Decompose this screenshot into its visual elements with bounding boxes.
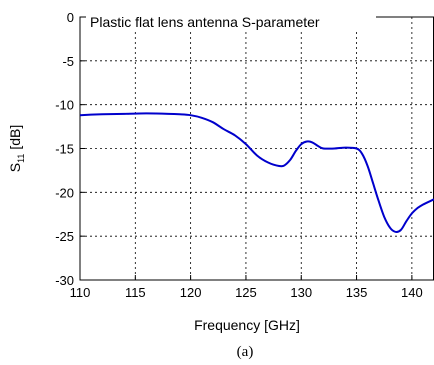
y-axis-label-unit: [dB] xyxy=(7,125,23,154)
y-tick-label: -30 xyxy=(55,273,74,288)
series-line xyxy=(79,112,434,233)
x-tick-label: 115 xyxy=(125,285,146,300)
figure-caption: (a) xyxy=(237,344,254,360)
title-background xyxy=(86,14,376,32)
x-tick-label: 130 xyxy=(290,285,312,300)
x-tick-label: 120 xyxy=(180,285,202,300)
y-tick-label: -20 xyxy=(55,185,74,200)
x-tick-label: 125 xyxy=(235,285,257,300)
y-tick-label: -10 xyxy=(55,98,74,113)
x-tick-label: 135 xyxy=(346,285,368,300)
y-tick-label: -15 xyxy=(55,142,74,157)
x-tick-label: 140 xyxy=(401,285,423,300)
chart-title: Plastic flat lens antenna S-parameter xyxy=(90,14,320,30)
x-tick-label: 110 xyxy=(70,285,91,300)
y-axis-label: S11 [dB] xyxy=(7,125,26,172)
y-tick-label: -5 xyxy=(62,54,74,69)
y-axis-label-main: S xyxy=(7,163,23,172)
ticks: 110 115 120 125 130 135 140 0 -5 -10 -15 -20 -25 -30 xyxy=(55,10,423,300)
series-layer xyxy=(79,112,434,233)
x-axis-label: Frequency [GHz] xyxy=(194,317,300,333)
grid xyxy=(80,17,434,280)
y-tick-label: 0 xyxy=(67,10,74,25)
y-axis-label-subscript: 11 xyxy=(16,154,26,163)
y-tick-label: -25 xyxy=(55,229,74,244)
